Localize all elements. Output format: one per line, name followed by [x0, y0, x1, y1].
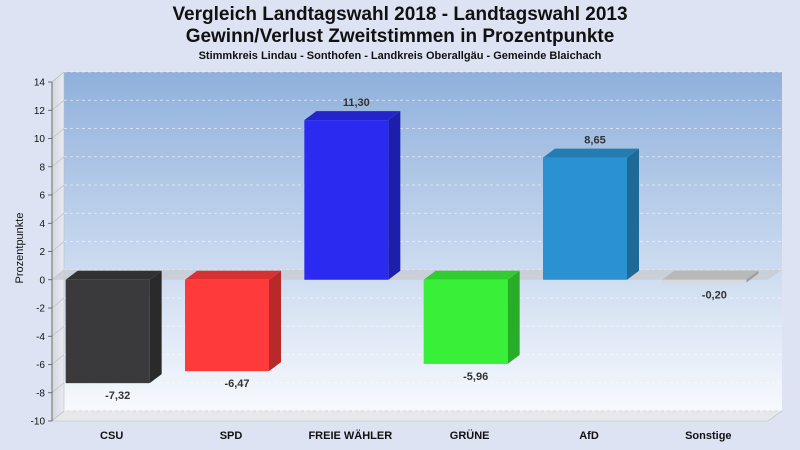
gridline-side [51, 354, 65, 365]
category-label: Sonstige [685, 430, 731, 442]
category-label: FREIE WÄHLER [308, 429, 392, 442]
value-label: -7,32 [105, 390, 130, 402]
value-label: 8,65 [584, 135, 605, 147]
gridline-side [51, 184, 65, 196]
bar-side [269, 270, 281, 372]
chart-titles: Vergleich Landtagswahl 2018 - Landtagswa… [0, 0, 800, 63]
y-tick-label: -10 [31, 417, 46, 428]
bar [185, 279, 269, 372]
bar-top [543, 148, 639, 158]
bar [65, 279, 150, 384]
bar-top [65, 270, 162, 280]
chart-subtitle: Gewinn/Verlust Zweitstimmen in Prozentpu… [185, 26, 615, 47]
chart-caption: Stimmkreis Lindau - Sonthofen - Landkrei… [198, 50, 602, 62]
gridline-side [51, 410, 65, 422]
y-tick-label: 10 [34, 134, 46, 145]
bar-top [304, 111, 401, 121]
y-tick-label: -4 [36, 332, 45, 343]
value-label: -0,20 [702, 290, 727, 302]
value-label: 11,30 [343, 97, 370, 109]
bar-side [507, 270, 520, 364]
floor [51, 410, 783, 422]
gridline-side [51, 297, 65, 309]
gridline-side [51, 326, 65, 337]
gridline-side [51, 213, 65, 224]
category-label: GRÜNE [450, 429, 490, 442]
y-tick-label: -6 [36, 360, 45, 371]
category-label: CSU [100, 430, 123, 442]
gridline-side [51, 156, 65, 167]
category-label: AfD [579, 430, 599, 442]
y-axis-label: Prozentpunkte [14, 213, 26, 284]
gridline-side [51, 241, 65, 252]
y-tick-label: 12 [34, 106, 46, 117]
y-tick-label: 0 [39, 275, 45, 286]
bar-top [662, 270, 759, 280]
bar-side [388, 111, 401, 280]
value-label: -5,96 [463, 371, 488, 383]
y-tick-label: 14 [34, 78, 46, 89]
bar [304, 120, 389, 280]
bar [543, 157, 627, 280]
y-tick-label: 6 [39, 191, 45, 202]
y-tick-label: -2 [36, 304, 45, 315]
back-wall [64, 72, 782, 411]
gridline-side [51, 71, 65, 83]
bars [65, 111, 759, 384]
bar-top [423, 270, 520, 280]
gridline-side [51, 382, 65, 393]
bar-side [746, 270, 759, 283]
labels: -7,32 CSU -6,47 SPD 11,30 FREIE WÄHLER -5,96 GR… [100, 97, 732, 442]
category-label: SPD [220, 430, 243, 442]
bar-side [627, 148, 639, 280]
value-label: -6,47 [224, 378, 249, 390]
y-tick-label: -8 [36, 388, 45, 399]
bar [662, 279, 747, 283]
y-tick-label: 8 [39, 162, 45, 173]
gridline-side [51, 100, 65, 111]
gridline-side [51, 128, 65, 139]
bar-top [185, 270, 281, 280]
chart-title: Vergleich Landtagswahl 2018 - Landtagswa… [172, 4, 628, 25]
y-axis: 14 12 10 8 6 4 2 0 -2 -4 -6 -8 -10 [31, 78, 53, 428]
y-tick-label: 4 [39, 219, 45, 230]
bar [423, 279, 508, 364]
bar-side [149, 270, 162, 384]
y-tick-label: 2 [39, 247, 45, 258]
